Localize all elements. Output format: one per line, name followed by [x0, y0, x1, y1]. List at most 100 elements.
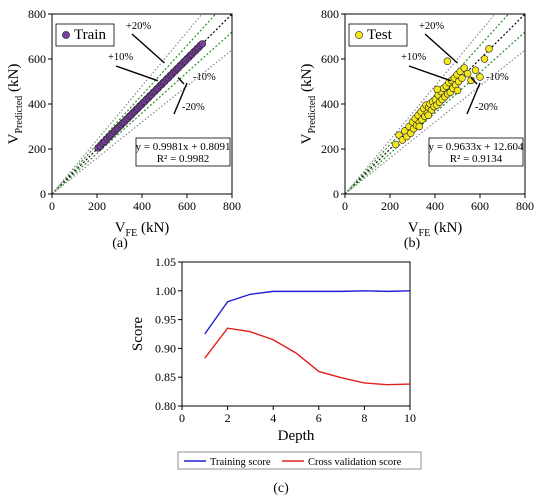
legend-label: Test: [367, 27, 393, 43]
r-squared: R² = 0.9134: [450, 153, 503, 165]
y-tick-label: 0.80: [155, 399, 176, 413]
y-tick-label: 400: [28, 97, 46, 111]
plot-frame: [181, 261, 411, 407]
data-point: [460, 64, 468, 72]
x-tick-label: 10: [404, 411, 416, 425]
band-label: -20%: [182, 102, 205, 113]
data-point: [391, 140, 400, 149]
x-tick-label: 600: [178, 199, 196, 213]
x-axis-label: VFE (kN): [115, 220, 170, 239]
y-axis-label: VPredicted (kN): [299, 64, 318, 145]
legend-label: Train: [74, 27, 106, 43]
y-tick-label: 0.85: [155, 370, 176, 384]
y-axis-label: VPredicted (kN): [6, 64, 25, 145]
x-tick-label: 0: [179, 411, 185, 425]
legend-label-cv: Cross validation score: [308, 457, 402, 468]
data-point: [433, 85, 441, 94]
x-axis-label-main: V: [115, 220, 126, 236]
x-tick-label: 8: [361, 411, 367, 425]
regression-equation: y = 0.9633x + 12.604: [429, 141, 524, 153]
plus20-line: [345, 14, 496, 194]
x-axis-label-sub: FE: [126, 228, 138, 239]
band-pointer: [466, 82, 481, 115]
band-pointer: [173, 82, 188, 115]
y-axis-label: Score: [130, 317, 146, 351]
y-axis-label-unit: (kN): [299, 64, 315, 96]
minus10-line: [52, 31, 232, 194]
y-axis-label-sub: Predicted: [14, 96, 25, 134]
band-pointer: [115, 65, 158, 82]
panel-label-c: (c): [273, 481, 289, 496]
y-tick-label: 1.00: [155, 284, 176, 298]
series-line-cross-validation-score: [204, 327, 411, 386]
x-tick-label: 0: [49, 199, 55, 213]
regression-box-frame: [428, 137, 524, 167]
y-tick-label: 800: [28, 7, 46, 21]
y-tick-label: 600: [28, 52, 46, 66]
band-label: +10%: [401, 52, 426, 63]
data-point: [415, 122, 423, 131]
x-tick-label: 400: [133, 199, 151, 213]
legend-marker: [355, 31, 363, 39]
data-point: [471, 66, 480, 74]
legend: Training score Cross validation score: [177, 451, 422, 470]
x-tick-label: 200: [381, 199, 399, 213]
band-label: -10%: [193, 72, 216, 83]
panel-label-a: (a): [112, 236, 128, 251]
y-tick-label: 1.05: [155, 255, 176, 269]
data-point: [463, 69, 472, 78]
legend-box: [55, 23, 115, 47]
band-label: -20%: [475, 102, 498, 113]
band-annotations: +20% +10% -10% -20%: [401, 21, 509, 115]
band-label: -10%: [486, 72, 509, 83]
band-pointer: [177, 77, 185, 85]
band-pointer: [470, 77, 478, 85]
x-tick-label: 600: [471, 199, 489, 213]
x-axis-label-sub: FE: [419, 228, 431, 239]
y-axis-label-main: V: [299, 133, 315, 144]
x-axis-label-unit: (kN): [430, 220, 462, 236]
y-axis-label-sub: Predicted: [307, 96, 318, 134]
minus10-line: [345, 31, 525, 194]
legend-marker: [62, 31, 70, 39]
data-point: [458, 74, 466, 82]
x-axis-label-main: V: [408, 220, 419, 236]
x-axis-label-unit: (kN): [137, 220, 169, 236]
data-point: [424, 111, 432, 119]
data-point: [198, 40, 207, 48]
r-squared: R² = 0.9982: [157, 153, 210, 165]
y-tick-label: 600: [321, 52, 339, 66]
y-tick-label: 200: [321, 142, 339, 156]
data-point: [443, 57, 452, 65]
band-pointer: [408, 65, 451, 82]
y-tick-label: 400: [321, 97, 339, 111]
x-tick-label: 200: [88, 199, 106, 213]
x-tick-label: 800: [516, 199, 534, 213]
plus10-line: [52, 14, 217, 194]
x-tick-label: 800: [223, 199, 241, 213]
x-axis-label: Depth: [278, 428, 315, 444]
y-tick-label: 0: [40, 187, 46, 201]
plus20-line: [52, 14, 203, 194]
line-chart-depth-score: 0 2 4 6 8 10 0.80 0.85 0.90 0.95 1.00 1.05 Depth Scor…: [130, 255, 422, 470]
band-label: +20%: [126, 21, 151, 32]
regression-equation: y = 0.9981x + 0.8091: [136, 141, 231, 153]
y-tick-label: 800: [321, 7, 339, 21]
y-tick-label: 200: [28, 142, 46, 156]
y-tick-label: 0.90: [155, 341, 176, 355]
band-label: +20%: [419, 21, 444, 32]
band-annotations: +20% +10% -10% -20%: [108, 21, 216, 115]
y-tick-label: 0.95: [155, 313, 176, 327]
x-tick-label: 2: [225, 411, 231, 425]
legend: Train: [55, 23, 115, 47]
series-line-training-score: [204, 290, 411, 335]
identity-line: [345, 14, 525, 194]
x-tick-label: 0: [342, 199, 348, 213]
panel-label-b: (b): [404, 236, 421, 251]
y-axis-label-main: V: [6, 133, 22, 144]
legend-box: [348, 23, 408, 47]
